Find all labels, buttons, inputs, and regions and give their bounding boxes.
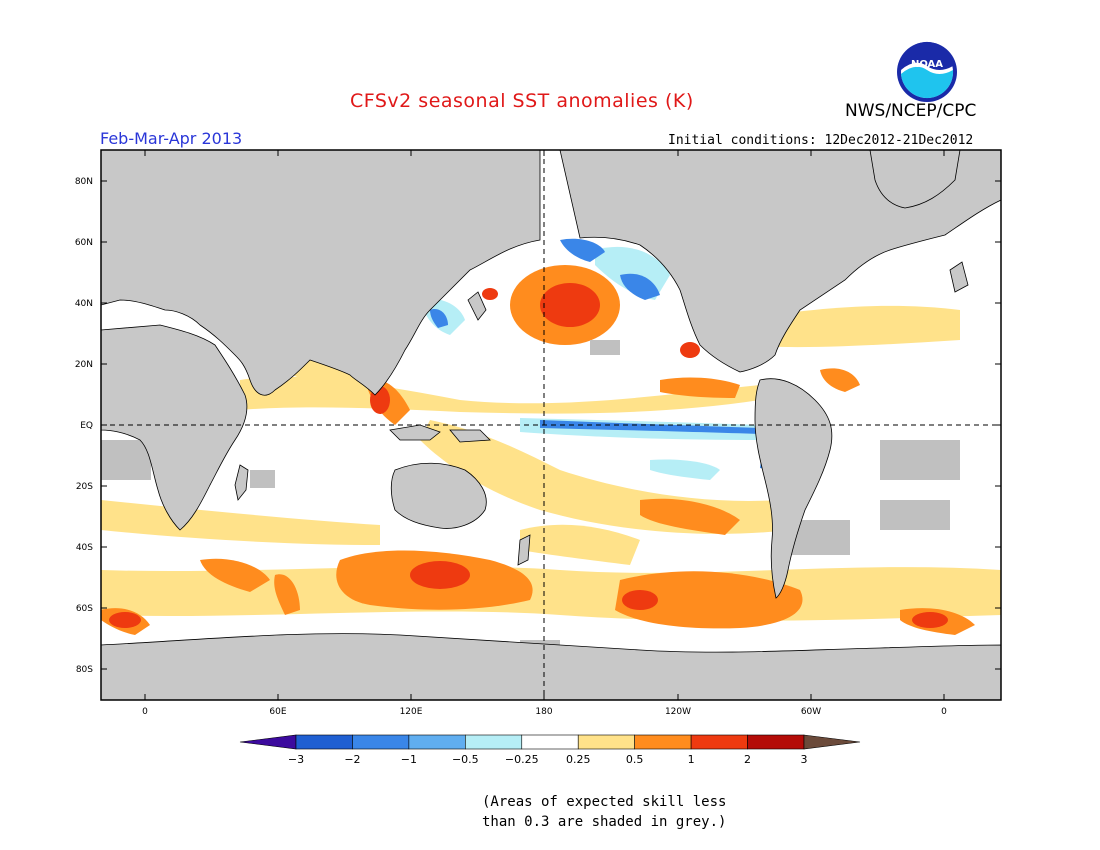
colorbar-label: 1 [688, 753, 695, 766]
colorbar-segment [634, 734, 692, 750]
antarctica [101, 633, 1001, 700]
lat-tick-label: 20N [75, 360, 93, 370]
lon-tick-label: 180 [535, 707, 552, 717]
colorbar-segment [465, 734, 523, 750]
lon-tick-label: 0 [142, 707, 148, 717]
agency-label: NWS/NCEP/CPC [845, 101, 977, 121]
lat-tick-label: 80N [75, 177, 93, 187]
logo-text: NOAA [911, 59, 943, 70]
lat-tick-label: 60N [75, 238, 93, 248]
south-america [754, 378, 833, 599]
season-label: Feb-Mar-Apr 2013 [100, 129, 243, 148]
low-skill-shading [101, 340, 960, 650]
colorbar-segment [577, 734, 635, 750]
skill-note-line1: (Areas of expected skill less [482, 794, 727, 810]
initial-conditions: Initial conditions: 12Dec2012-21Dec2012 [668, 133, 974, 148]
africa [101, 324, 248, 531]
eurasia [101, 150, 541, 396]
map-title: CFSv2 seasonal SST anomalies (K) [350, 90, 694, 112]
colorbar-segment [690, 734, 748, 750]
colorbar-segment [747, 734, 805, 750]
australia [390, 462, 487, 529]
colorbar-label: 0.25 [566, 753, 591, 766]
anomaly-field [101, 150, 1001, 700]
latitude-tick-marks [101, 180, 1001, 670]
lon-tick-label: 60E [269, 707, 286, 717]
color-scale-bar: −3 −2 −1 −0.5 −0.25 0.25 0.5 1 2 3 [239, 734, 861, 766]
colorbar-label: −1 [401, 753, 417, 766]
colorbar-label: −0.25 [505, 753, 539, 766]
british-isles [949, 261, 969, 293]
lon-tick-label: 0 [941, 707, 947, 717]
longitude-axis: 0 60E 120E 180 120W 60W 0 [142, 707, 947, 717]
lon-tick-label: 60W [801, 707, 821, 717]
lat-tick-label: 20S [76, 482, 93, 492]
lat-tick-label: 40N [75, 299, 93, 309]
lat-tick-label: 60S [76, 604, 93, 614]
lat-tick-label: 40S [76, 543, 93, 553]
colorbar-label: −2 [344, 753, 360, 766]
anomaly-1-2 [109, 229, 948, 628]
colorbar-arrow-high [803, 734, 861, 750]
colorbar-arrow-low [239, 734, 297, 750]
colorbar-label: −0.5 [452, 753, 479, 766]
colorbar-label: −3 [288, 753, 304, 766]
colorbar-label: 3 [801, 753, 808, 766]
colorbar-label: 0.5 [626, 753, 644, 766]
indonesia [389, 424, 441, 441]
colorbar-label: 2 [744, 753, 751, 766]
madagascar [234, 464, 249, 501]
japan [467, 291, 487, 321]
colorbar-segment [408, 734, 466, 750]
lat-tick-label: 80S [76, 665, 93, 675]
longitude-tick-marks [144, 150, 945, 700]
lat-tick-label: EQ [80, 421, 93, 431]
north-america [559, 150, 1001, 373]
new-guinea [449, 429, 491, 443]
colorbar-segment [352, 734, 410, 750]
lon-tick-label: 120E [400, 707, 423, 717]
lon-tick-label: 120W [665, 707, 691, 717]
land-masses [101, 150, 1001, 700]
new-zealand [517, 534, 531, 566]
colorbar-segment [521, 734, 579, 750]
colorbar-segment [295, 734, 353, 750]
greenland [869, 150, 961, 209]
skill-note: (Areas of expected skill less than 0.3 a… [482, 792, 726, 832]
skill-note-line2: than 0.3 are shaded in grey.) [482, 814, 727, 830]
latitude-axis: 80N 60N 40N 20N EQ 20S 40S 60S 80S [75, 177, 93, 675]
noaa-logo: NOAA [897, 41, 957, 102]
